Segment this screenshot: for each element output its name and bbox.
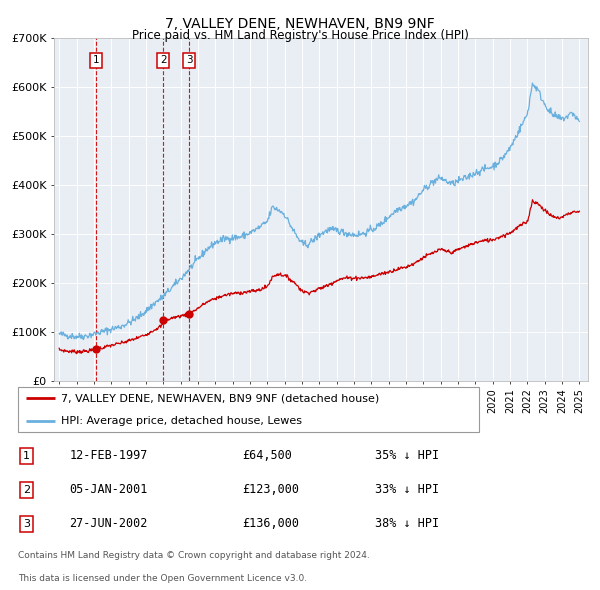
Text: Contains HM Land Registry data © Crown copyright and database right 2024.: Contains HM Land Registry data © Crown c… xyxy=(18,551,370,560)
Text: 3: 3 xyxy=(185,55,193,65)
Text: £136,000: £136,000 xyxy=(242,517,299,530)
FancyBboxPatch shape xyxy=(18,387,479,432)
Text: 1: 1 xyxy=(23,451,30,461)
Text: HPI: Average price, detached house, Lewes: HPI: Average price, detached house, Lewe… xyxy=(61,415,302,425)
Text: 2: 2 xyxy=(23,485,30,494)
Text: 12-FEB-1997: 12-FEB-1997 xyxy=(70,449,148,462)
Text: 7, VALLEY DENE, NEWHAVEN, BN9 9NF: 7, VALLEY DENE, NEWHAVEN, BN9 9NF xyxy=(165,17,435,31)
Text: 2: 2 xyxy=(160,55,167,65)
Text: 05-JAN-2001: 05-JAN-2001 xyxy=(70,483,148,496)
Text: 7, VALLEY DENE, NEWHAVEN, BN9 9NF (detached house): 7, VALLEY DENE, NEWHAVEN, BN9 9NF (detac… xyxy=(61,394,379,404)
Text: This data is licensed under the Open Government Licence v3.0.: This data is licensed under the Open Gov… xyxy=(18,574,307,584)
Text: 1: 1 xyxy=(92,55,99,65)
Text: 3: 3 xyxy=(23,519,30,529)
Text: 35% ↓ HPI: 35% ↓ HPI xyxy=(375,449,439,462)
Text: £64,500: £64,500 xyxy=(242,449,292,462)
Text: 33% ↓ HPI: 33% ↓ HPI xyxy=(375,483,439,496)
Text: £123,000: £123,000 xyxy=(242,483,299,496)
Text: 38% ↓ HPI: 38% ↓ HPI xyxy=(375,517,439,530)
Text: Price paid vs. HM Land Registry's House Price Index (HPI): Price paid vs. HM Land Registry's House … xyxy=(131,30,469,42)
Text: 27-JUN-2002: 27-JUN-2002 xyxy=(70,517,148,530)
